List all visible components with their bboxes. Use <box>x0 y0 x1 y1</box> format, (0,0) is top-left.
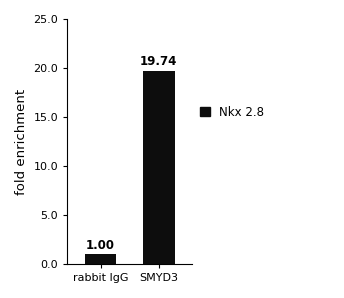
Legend: Nkx 2.8: Nkx 2.8 <box>200 105 264 119</box>
Text: 1.00: 1.00 <box>86 239 115 252</box>
Text: 19.74: 19.74 <box>140 55 178 68</box>
Bar <box>85 254 116 264</box>
Bar <box>143 71 174 264</box>
Y-axis label: fold enrichment: fold enrichment <box>15 89 28 195</box>
